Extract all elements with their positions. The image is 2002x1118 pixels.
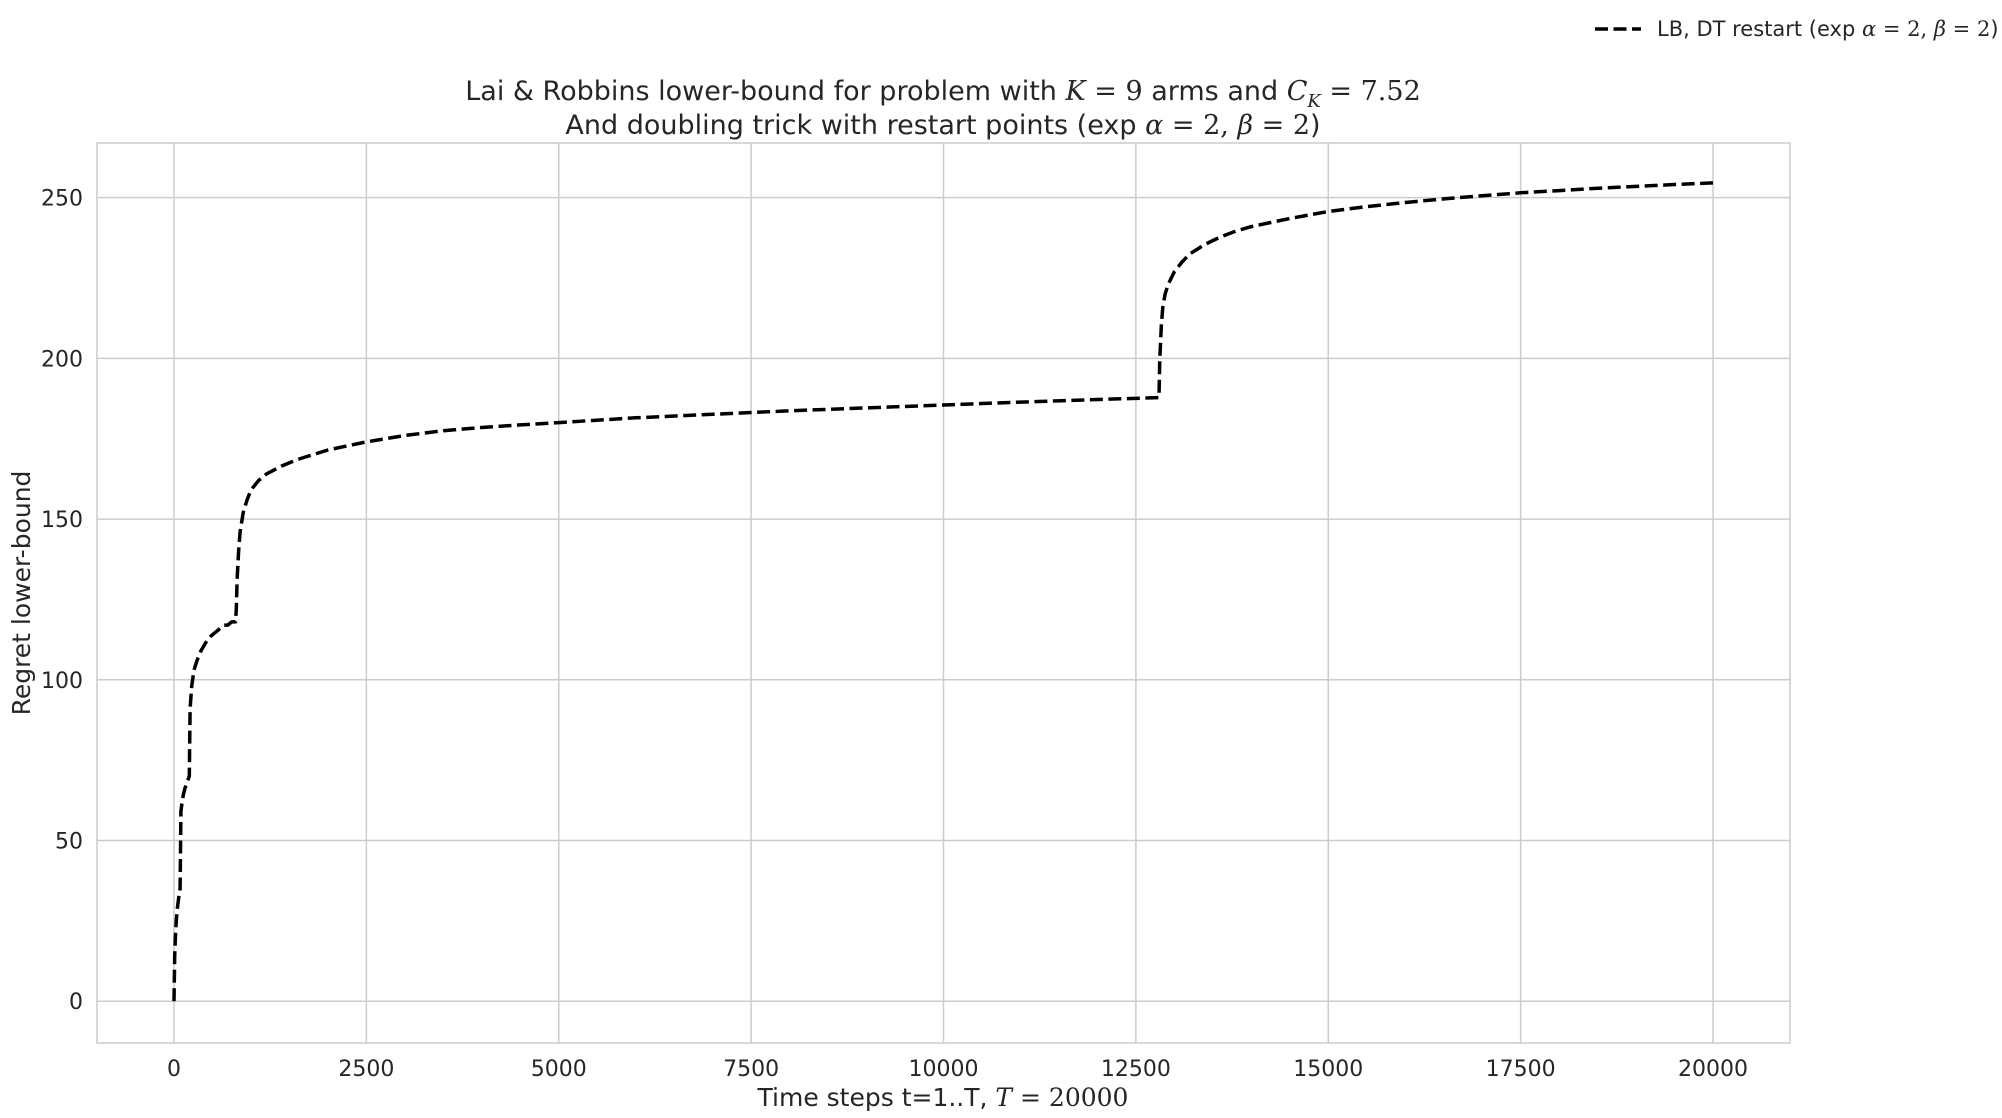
title-line-1-part-6: = 7.52	[1321, 76, 1421, 107]
legend-label-part-5: )	[1990, 17, 1998, 41]
title-line-2-part-4: = 2	[1253, 110, 1310, 141]
y-tick-label-0: 0	[69, 990, 83, 1015]
y-tick-label-1: 50	[55, 830, 83, 855]
title-line-2-part-2: = 2,	[1163, 110, 1237, 141]
x-axis-label-part-2: = 20000	[1012, 1083, 1128, 1112]
legend-label-part-1: α	[1862, 17, 1876, 41]
x-tick-label-5: 12500	[1101, 1057, 1171, 1082]
title-line-2-part-1: α	[1145, 110, 1163, 141]
x-tick-label-0: 0	[167, 1057, 181, 1082]
x-axis-label-part-1: T	[995, 1083, 1014, 1112]
title-line-1-part-1: K	[1064, 76, 1087, 107]
x-tick-label-6: 15000	[1293, 1057, 1363, 1082]
chart-title-line-2: And doubling trick with restart points (…	[565, 110, 1320, 141]
legend-label-part-0: LB, DT restart (exp	[1657, 17, 1862, 41]
title-line-1-part-0: Lai & Robbins lower-bound for problem wi…	[465, 76, 1065, 107]
series-line-0	[172, 181, 1714, 1002]
title-line-1-part-3: arms and	[1143, 76, 1287, 107]
legend-label: LB, DT restart (exp α = 2, β = 2)	[1657, 17, 1999, 41]
legend: LB, DT restart (exp α = 2, β = 2)	[1595, 17, 1999, 41]
title-line-2-part-0: And doubling trick with restart points (…	[565, 110, 1145, 141]
title-line-1-part-4: C	[1287, 76, 1308, 107]
y-gridlines	[97, 196, 1790, 1002]
legend-label-part-2: = 2,	[1876, 17, 1934, 41]
chart-title-line-1: Lai & Robbins lower-bound for problem wi…	[465, 76, 1421, 112]
x-gridlines	[173, 143, 1714, 1043]
y-tick-label-5: 250	[41, 187, 83, 212]
y-axis-label: Regret lower-bound	[7, 471, 36, 716]
title-line-1-part-5: K	[1306, 91, 1322, 112]
x-tick-labels: 0 2500 5000 7500 10000 12500 15000 17500 20000	[167, 1057, 1748, 1082]
x-axis-label: Time steps t=1..T, T = 20000	[757, 1083, 1129, 1112]
series-group	[172, 181, 1714, 1002]
x-axis-label-part-0: Time steps t=1..T,	[757, 1083, 996, 1112]
x-tick-label-1: 2500	[338, 1057, 394, 1082]
title-line-2-part-3: β	[1236, 110, 1253, 141]
x-tick-label-4: 10000	[909, 1057, 979, 1082]
y-tick-label-2: 100	[41, 669, 83, 694]
y-tick-label-3: 150	[41, 508, 83, 533]
y-tick-labels: 0 50 100 150 200 250	[41, 187, 83, 1016]
title-line-2-part-5: )	[1310, 110, 1321, 141]
legend-label-part-3: β	[1933, 17, 1946, 41]
x-tick-label-7: 17500	[1486, 1057, 1556, 1082]
x-tick-label-3: 7500	[723, 1057, 779, 1082]
title-line-1-part-2: = 9	[1086, 76, 1143, 107]
chart-title: Lai & Robbins lower-bound for problem wi…	[465, 76, 1421, 141]
y-tick-label-4: 200	[41, 347, 83, 372]
x-tick-label-2: 5000	[531, 1057, 587, 1082]
x-tick-label-8: 20000	[1678, 1057, 1748, 1082]
legend-label-part-4: = 2	[1946, 17, 1990, 41]
